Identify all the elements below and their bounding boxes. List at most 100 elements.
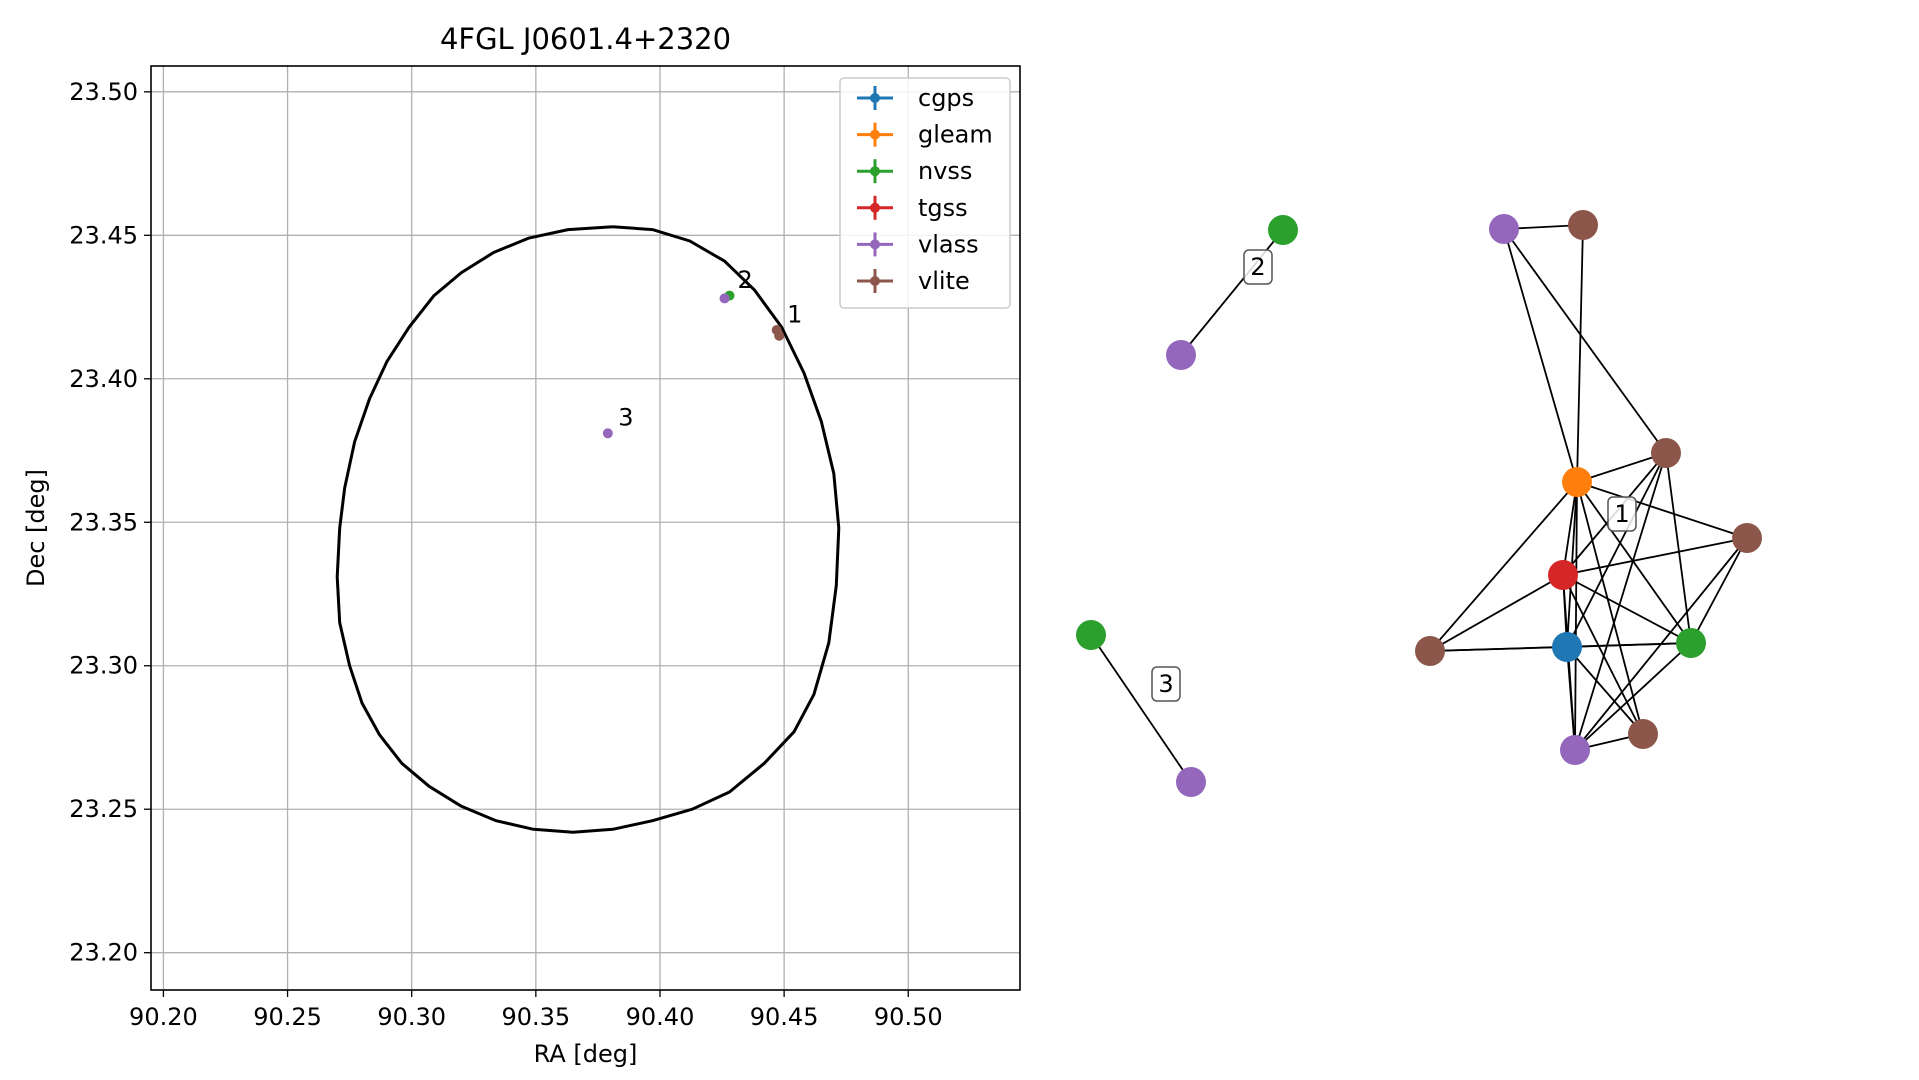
data-points	[602, 290, 785, 439]
scatter-plot: 1 2 3 90.20 90.25 90.30 90.35 90.40 90.45 90.50 2…	[22, 22, 1021, 1068]
graph-nodes	[1076, 210, 1762, 797]
axes-frame	[150, 65, 1021, 991]
legend-marker	[870, 239, 880, 250]
annotation-label: 2	[737, 266, 752, 294]
x-tick-label: 90.50	[874, 1003, 943, 1031]
graph-edge	[1690, 537, 1748, 644]
ellipse-outline	[335, 225, 841, 834]
point-vlass	[602, 428, 613, 439]
graph-edges	[1090, 224, 1748, 783]
y-tick-label: 23.40	[69, 365, 138, 393]
group-label-text: 3	[1158, 670, 1173, 698]
network-graph: 1 2 3	[1076, 210, 1762, 797]
legend-marker	[870, 202, 880, 213]
node-vlass	[1176, 767, 1206, 797]
y-tick-label: 23.20	[69, 939, 138, 967]
y-tick-label: 23.45	[69, 221, 138, 249]
graph-edge	[1503, 228, 1578, 483]
axis-ticks: 90.20 90.25 90.30 90.35 90.40 90.45 90.50 23.20…	[69, 78, 942, 1031]
node-vlite	[1628, 719, 1658, 749]
point-vlite	[774, 330, 785, 341]
graph-edge	[1574, 452, 1667, 751]
group-label-box	[1243, 249, 1273, 285]
group-label-box	[1151, 666, 1181, 702]
legend-label: vlite	[918, 267, 970, 295]
graph-edge	[1562, 574, 1692, 644]
node-vlass	[1166, 340, 1196, 370]
graph-edge	[1090, 634, 1192, 783]
legend-marker	[870, 276, 880, 286]
node-vlass	[1489, 214, 1519, 244]
x-tick-label: 90.20	[129, 1003, 198, 1031]
node-vlite	[1568, 210, 1598, 240]
y-tick-label: 23.50	[69, 78, 138, 106]
graph-edge	[1180, 229, 1284, 356]
group-label-box	[1607, 496, 1637, 532]
y-tick-label: 23.30	[69, 652, 138, 680]
point-annotations: 1 2 3	[618, 266, 802, 432]
node-nvss	[1076, 620, 1106, 650]
graph-edge	[1566, 646, 1576, 751]
x-tick-label: 90.45	[750, 1003, 819, 1031]
node-vlite	[1651, 438, 1681, 468]
legend: cgps gleam nvss tgss vlass vlite	[839, 77, 1011, 309]
graph-edge	[1562, 537, 1748, 576]
legend-item-tgss: tgss	[857, 194, 968, 222]
node-cgps	[1552, 632, 1582, 662]
group-labels: 1 2 3	[1151, 249, 1637, 702]
x-tick-label: 90.35	[501, 1003, 570, 1031]
node-vlass	[1560, 735, 1590, 765]
graph-edge	[1576, 452, 1667, 483]
graph-edge	[1429, 481, 1578, 652]
graph-edge	[1576, 481, 1692, 644]
graph-edge	[1566, 646, 1644, 735]
graph-edge	[1562, 574, 1644, 735]
legend-label: gleam	[918, 121, 993, 149]
y-axis-label: Dec [deg]	[22, 469, 50, 587]
x-tick-label: 90.40	[626, 1003, 695, 1031]
legend-label: nvss	[918, 157, 972, 185]
legend-item-cgps: cgps	[857, 84, 974, 112]
y-tick-label: 23.35	[69, 508, 138, 536]
legend-marker	[870, 93, 880, 103]
node-tgss	[1548, 560, 1578, 590]
node-nvss	[1676, 628, 1706, 658]
graph-edge	[1576, 481, 1644, 735]
legend-item-nvss: nvss	[857, 157, 972, 185]
y-tick-label: 23.25	[69, 795, 138, 823]
legend-label: cgps	[918, 84, 974, 112]
x-tick-label: 90.30	[377, 1003, 446, 1031]
legend-item-vlite: vlite	[857, 267, 970, 295]
x-tick-label: 90.25	[253, 1003, 322, 1031]
node-nvss	[1268, 215, 1298, 245]
chart-title: 4FGL J0601.4+2320	[440, 22, 731, 56]
legend-marker	[870, 166, 880, 177]
graph-edge	[1503, 228, 1667, 454]
node-vlite	[1415, 636, 1445, 666]
group-label-1: 1	[1607, 496, 1637, 532]
graph-edge	[1574, 642, 1692, 751]
legend-marker	[870, 129, 880, 140]
annotation-label: 1	[787, 300, 802, 328]
graph-edge	[1429, 574, 1564, 652]
error-ellipse	[335, 225, 841, 834]
legend-label: vlass	[918, 230, 979, 258]
graph-edge	[1576, 224, 1584, 483]
graph-edge	[1574, 481, 1578, 751]
group-label-text: 1	[1614, 500, 1629, 528]
group-label-3: 3	[1151, 666, 1181, 702]
point-vlass	[719, 293, 730, 304]
graph-edge	[1566, 642, 1692, 648]
group-label-text: 2	[1250, 253, 1265, 281]
legend-item-vlass: vlass	[857, 230, 979, 258]
annotation-label: 3	[618, 404, 633, 432]
graph-edge	[1562, 481, 1578, 576]
x-axis-label: RA [deg]	[534, 1040, 638, 1068]
graph-edge	[1576, 481, 1748, 539]
legend-item-gleam: gleam	[857, 121, 993, 149]
node-gleam	[1562, 467, 1592, 497]
group-label-2: 2	[1243, 249, 1273, 285]
node-vlite	[1732, 523, 1762, 553]
legend-label: tgss	[918, 194, 968, 222]
